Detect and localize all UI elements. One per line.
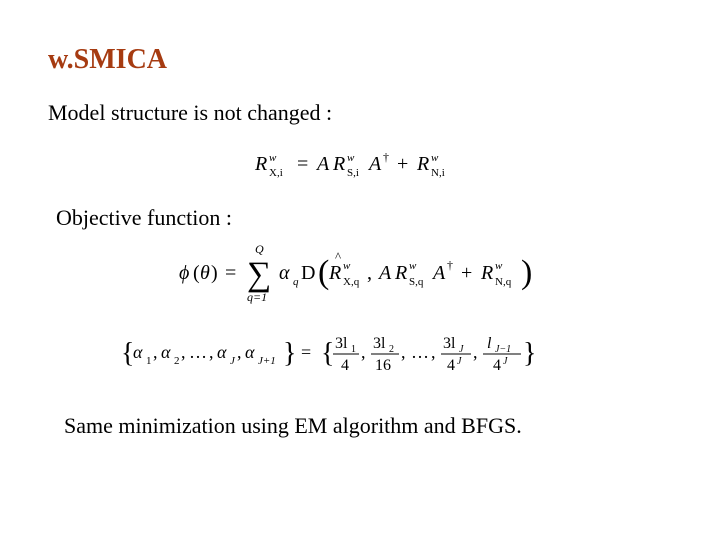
svg-text:+: +	[461, 262, 472, 284]
svg-text:4: 4	[493, 357, 501, 374]
svg-text:w: w	[343, 260, 351, 272]
svg-text:A: A	[315, 153, 330, 175]
svg-text:R: R	[332, 153, 345, 175]
svg-text:2: 2	[389, 344, 394, 355]
svg-text:=: =	[297, 153, 308, 175]
svg-text:}: }	[283, 338, 296, 369]
svg-text:J: J	[230, 355, 236, 367]
svg-text:ϕ: ϕ	[179, 262, 189, 284]
slide-title: w.SMICA	[48, 44, 680, 76]
svg-text:q=1: q=1	[247, 290, 267, 304]
svg-text:l: l	[487, 335, 492, 352]
svg-text:,: ,	[209, 342, 214, 362]
svg-text:α: α	[217, 342, 227, 362]
svg-text:X,q: X,q	[343, 276, 360, 288]
svg-text:J: J	[457, 356, 462, 367]
svg-text:R: R	[394, 262, 407, 284]
svg-text:,: ,	[361, 342, 366, 362]
svg-text:w: w	[409, 260, 417, 272]
svg-text:w: w	[431, 152, 439, 164]
svg-text:†: †	[447, 258, 453, 272]
svg-text:): )	[211, 262, 218, 284]
svg-text:w: w	[269, 152, 277, 164]
svg-text:A: A	[367, 153, 382, 175]
svg-text:3l: 3l	[373, 335, 386, 352]
svg-text:D: D	[301, 262, 315, 284]
formula-model: R w X,i = A R w S,i A † + R w N,i	[46, 148, 680, 187]
slide: { "title": { "text": "w.SMICA", "color":…	[0, 0, 720, 540]
svg-text:R: R	[416, 153, 429, 175]
text-objective-function: Objective function :	[56, 205, 680, 231]
svg-text:w: w	[495, 260, 503, 272]
svg-text:J+1: J+1	[258, 355, 276, 367]
svg-text:16: 16	[375, 357, 391, 374]
svg-text:(: (	[318, 254, 329, 291]
svg-text:3l: 3l	[443, 335, 456, 352]
svg-text:}: }	[523, 338, 536, 369]
svg-text:): )	[521, 254, 532, 291]
text-minimization: Same minimization using EM algorithm and…	[64, 413, 680, 439]
svg-text:1: 1	[351, 344, 356, 355]
svg-text:R: R	[254, 153, 267, 175]
svg-text:,: ,	[153, 342, 158, 362]
svg-text:,: ,	[401, 342, 406, 362]
svg-text:(: (	[193, 262, 200, 284]
svg-text:4: 4	[447, 357, 455, 374]
svg-text:α: α	[245, 342, 255, 362]
svg-text:∑: ∑	[247, 256, 271, 293]
svg-text:θ: θ	[200, 262, 210, 284]
text-model-structure: Model structure is not changed :	[48, 100, 680, 126]
svg-text:J: J	[459, 344, 464, 355]
svg-text:,: ,	[431, 342, 436, 362]
svg-text:Q: Q	[255, 242, 264, 256]
svg-text:w: w	[347, 152, 355, 164]
svg-text:2: 2	[174, 355, 180, 367]
svg-text:=: =	[301, 342, 311, 362]
svg-text:J−1: J−1	[495, 344, 511, 355]
formula-objective: ϕ ( θ ) = ∑ Q q=1 α q D ( ^ R w X,q , A …	[46, 241, 680, 310]
svg-text:,: ,	[181, 342, 186, 362]
svg-text:3l: 3l	[335, 335, 348, 352]
svg-text:q: q	[293, 276, 299, 288]
svg-text:,: ,	[367, 262, 372, 284]
svg-text:…: …	[189, 342, 207, 362]
svg-text:…: …	[411, 342, 429, 362]
svg-text:S,q: S,q	[409, 276, 424, 288]
svg-text:4: 4	[341, 357, 349, 374]
svg-text:R: R	[328, 262, 341, 284]
svg-text:J: J	[503, 356, 508, 367]
svg-text:X,i: X,i	[269, 167, 283, 179]
svg-text:α: α	[161, 342, 171, 362]
svg-text:{: {	[321, 338, 334, 369]
svg-text:,: ,	[473, 342, 478, 362]
svg-text:α: α	[133, 342, 143, 362]
svg-text:=: =	[225, 262, 236, 284]
svg-text:1: 1	[146, 355, 152, 367]
svg-text:A: A	[431, 262, 446, 284]
svg-text:S,i: S,i	[347, 167, 359, 179]
svg-text:R: R	[480, 262, 493, 284]
svg-text:A: A	[377, 262, 392, 284]
svg-text:+: +	[397, 153, 408, 175]
svg-text:,: ,	[237, 342, 242, 362]
svg-text:α: α	[279, 262, 290, 284]
formula-alphas: { α 1 , α 2 , … , α J , α J+1 } = { 3l 1	[46, 328, 680, 383]
svg-text:†: †	[383, 150, 389, 164]
svg-text:N,q: N,q	[495, 276, 512, 288]
svg-text:N,i: N,i	[431, 167, 445, 179]
